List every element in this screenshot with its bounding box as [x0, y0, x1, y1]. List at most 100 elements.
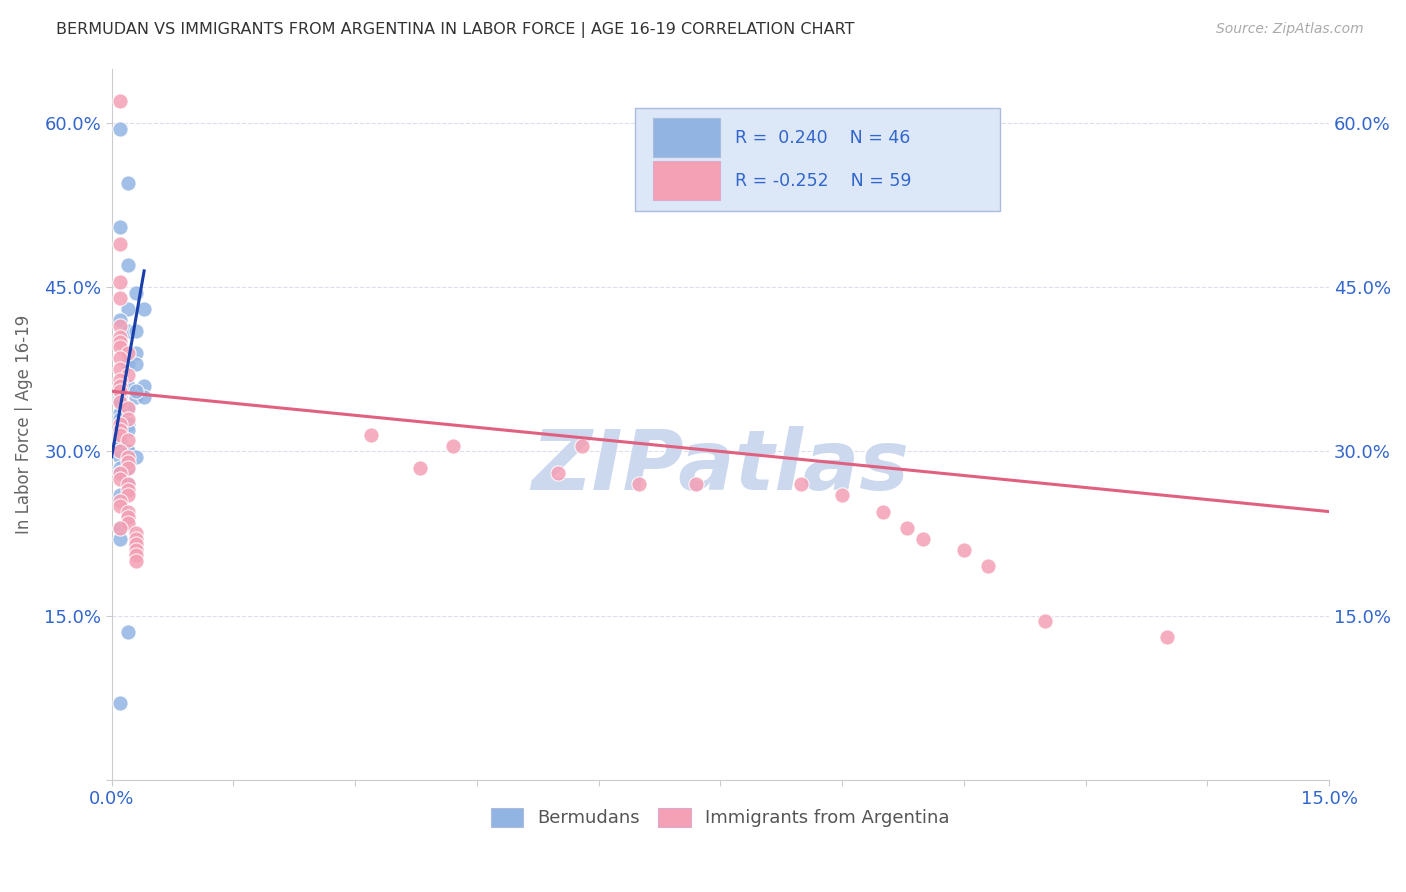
Immigrants from Argentina	[108, 499, 131, 513]
Bermudans	[117, 324, 139, 338]
Bermudans	[125, 346, 148, 360]
Immigrants from Argentina	[125, 537, 148, 551]
Immigrants from Argentina	[1033, 614, 1056, 628]
Immigrants from Argentina	[108, 334, 131, 349]
Immigrants from Argentina	[117, 505, 139, 519]
Bermudans	[125, 285, 148, 300]
Immigrants from Argentina	[441, 439, 464, 453]
Immigrants from Argentina	[108, 378, 131, 392]
FancyBboxPatch shape	[636, 108, 1000, 211]
Immigrants from Argentina	[125, 554, 148, 568]
Immigrants from Argentina	[108, 467, 131, 481]
Immigrants from Argentina	[108, 362, 131, 376]
Bermudans	[134, 390, 156, 404]
Immigrants from Argentina	[108, 329, 131, 343]
Bermudans	[108, 220, 131, 235]
Immigrants from Argentina	[108, 373, 131, 387]
Bermudans	[117, 378, 139, 392]
Immigrants from Argentina	[912, 532, 935, 546]
Immigrants from Argentina	[547, 467, 569, 481]
Immigrants from Argentina	[117, 483, 139, 497]
Bermudans	[108, 488, 131, 502]
Immigrants from Argentina	[108, 351, 131, 366]
Immigrants from Argentina	[977, 559, 1000, 574]
Immigrants from Argentina	[125, 526, 148, 541]
Bermudans	[134, 378, 156, 392]
Immigrants from Argentina	[108, 493, 131, 508]
Immigrants from Argentina	[117, 488, 139, 502]
Bermudans	[117, 510, 139, 524]
Text: R =  0.240    N = 46: R = 0.240 N = 46	[735, 128, 910, 147]
Bermudans	[125, 384, 148, 399]
Bermudans	[117, 302, 139, 317]
Bermudans	[108, 411, 131, 425]
Bermudans	[108, 395, 131, 409]
Bermudans	[108, 406, 131, 420]
Immigrants from Argentina	[108, 275, 131, 289]
Immigrants from Argentina	[117, 368, 139, 382]
Bermudans	[125, 324, 148, 338]
Immigrants from Argentina	[685, 477, 707, 491]
Text: ZIPatlas: ZIPatlas	[531, 426, 910, 508]
Immigrants from Argentina	[108, 472, 131, 486]
Immigrants from Argentina	[117, 477, 139, 491]
Immigrants from Argentina	[117, 460, 139, 475]
Bermudans	[117, 624, 139, 639]
Immigrants from Argentina	[125, 542, 148, 557]
Text: Source: ZipAtlas.com: Source: ZipAtlas.com	[1216, 22, 1364, 37]
Immigrants from Argentina	[571, 439, 593, 453]
Immigrants from Argentina	[117, 346, 139, 360]
Immigrants from Argentina	[896, 521, 918, 535]
Bermudans	[108, 434, 131, 448]
Bermudans	[117, 460, 139, 475]
Bermudans	[108, 428, 131, 442]
Bermudans	[108, 521, 131, 535]
Immigrants from Argentina	[108, 291, 131, 305]
Y-axis label: In Labor Force | Age 16-19: In Labor Force | Age 16-19	[15, 315, 32, 533]
Bermudans	[117, 444, 139, 458]
Bermudans	[108, 532, 131, 546]
Legend: Bermudans, Immigrants from Argentina: Bermudans, Immigrants from Argentina	[484, 801, 957, 835]
Bermudans	[108, 467, 131, 481]
Immigrants from Argentina	[952, 542, 974, 557]
Bermudans	[117, 483, 139, 497]
Bermudans	[108, 313, 131, 327]
Immigrants from Argentina	[125, 549, 148, 563]
Immigrants from Argentina	[108, 444, 131, 458]
Immigrants from Argentina	[125, 532, 148, 546]
Bermudans	[108, 121, 131, 136]
Bermudans	[108, 450, 131, 464]
Immigrants from Argentina	[108, 395, 131, 409]
Immigrants from Argentina	[117, 450, 139, 464]
Immigrants from Argentina	[108, 318, 131, 333]
FancyBboxPatch shape	[654, 119, 720, 157]
Bermudans	[117, 423, 139, 437]
Immigrants from Argentina	[117, 401, 139, 415]
Bermudans	[125, 450, 148, 464]
Immigrants from Argentina	[628, 477, 651, 491]
Bermudans	[117, 401, 139, 415]
FancyBboxPatch shape	[654, 161, 720, 200]
Immigrants from Argentina	[1156, 631, 1178, 645]
Bermudans	[108, 434, 131, 448]
Text: BERMUDAN VS IMMIGRANTS FROM ARGENTINA IN LABOR FORCE | AGE 16-19 CORRELATION CHA: BERMUDAN VS IMMIGRANTS FROM ARGENTINA IN…	[56, 22, 855, 38]
Immigrants from Argentina	[360, 428, 382, 442]
Immigrants from Argentina	[108, 341, 131, 355]
Immigrants from Argentina	[790, 477, 813, 491]
Immigrants from Argentina	[108, 428, 131, 442]
Immigrants from Argentina	[117, 411, 139, 425]
Immigrants from Argentina	[108, 384, 131, 399]
Immigrants from Argentina	[117, 455, 139, 469]
Immigrants from Argentina	[117, 516, 139, 530]
Immigrants from Argentina	[108, 423, 131, 437]
Bermudans	[108, 460, 131, 475]
Bermudans	[117, 477, 139, 491]
Bermudans	[117, 417, 139, 431]
Bermudans	[117, 259, 139, 273]
Text: R = -0.252    N = 59: R = -0.252 N = 59	[735, 171, 911, 189]
Bermudans	[108, 378, 131, 392]
Bermudans	[125, 390, 148, 404]
Bermudans	[108, 390, 131, 404]
Bermudans	[117, 177, 139, 191]
Immigrants from Argentina	[117, 434, 139, 448]
